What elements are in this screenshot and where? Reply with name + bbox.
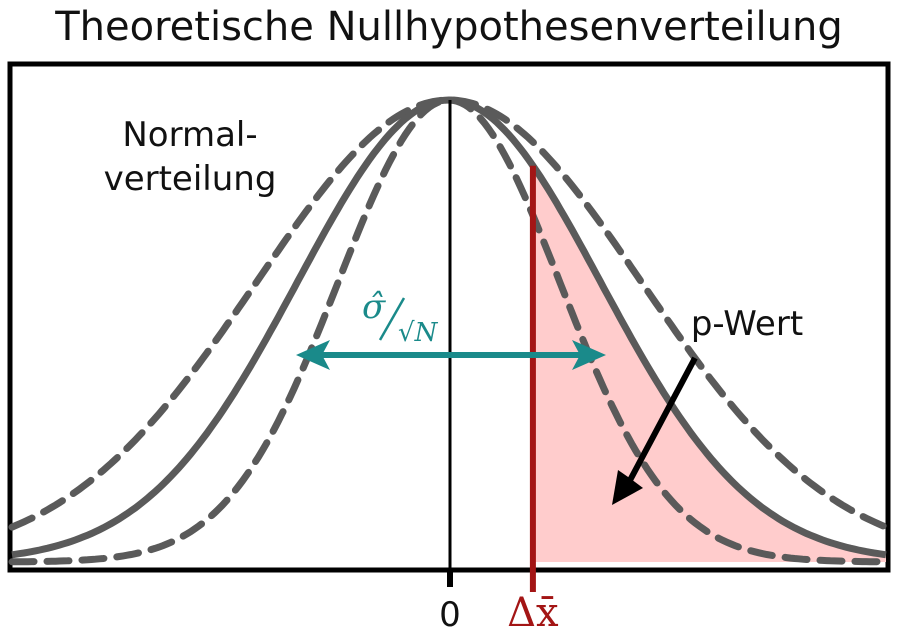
sqrt-n-text: √N <box>398 318 439 348</box>
fraction-slash <box>378 297 406 341</box>
delta-x-label: Δx̄ <box>507 590 559 634</box>
p-value-label: p-Wert <box>691 304 803 344</box>
sigma-arrow-right-head <box>572 340 606 370</box>
normal-distribution-label-line1: Normal- <box>122 115 257 155</box>
p-value-arrow-head <box>612 470 643 505</box>
sigma-over-sqrt-n-label: σ̂ √N <box>362 287 439 348</box>
sigma-width-arrow <box>296 340 606 370</box>
p-value-area <box>532 165 886 562</box>
normal-distribution-label-line2: verteilung <box>104 159 277 199</box>
zero-tick-label: 0 <box>439 595 461 634</box>
sigma-arrow-left-head <box>296 340 330 370</box>
sigma-hat-text: σ̂ <box>362 287 386 327</box>
dashed-wide-distribution-curve <box>8 96 890 531</box>
p-value-arrow <box>612 356 698 505</box>
diagram-title: Theoretische Nullhypothesenverteilung <box>54 4 843 50</box>
p-value-arrow-shaft <box>625 356 698 486</box>
